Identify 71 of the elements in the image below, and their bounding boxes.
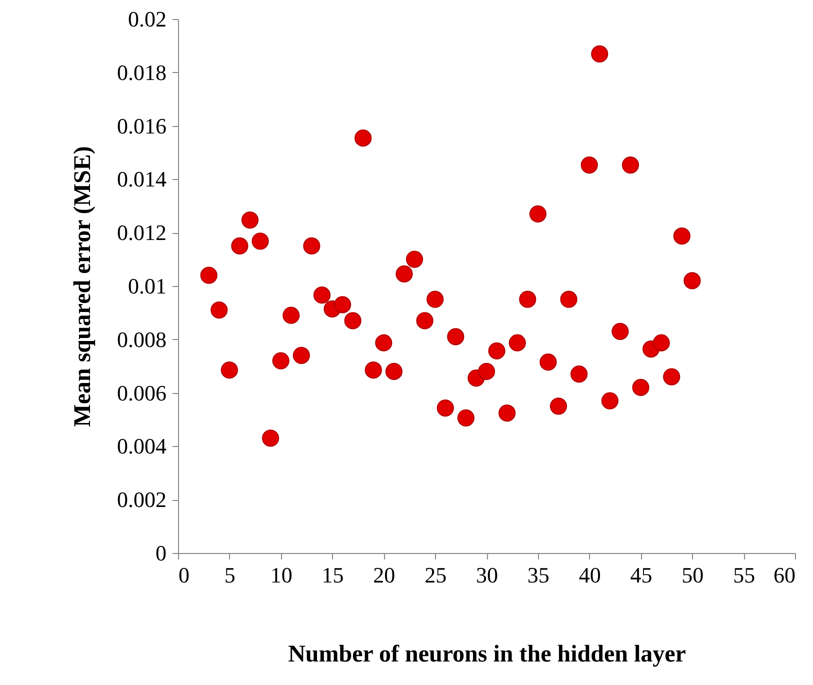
point (570, 366, 588, 383)
x-tick-label: 25 (424, 562, 447, 588)
point (540, 354, 557, 371)
y-tick-label: 0.018 (117, 60, 166, 85)
point (684, 272, 701, 290)
x-tick-label: 0 (178, 562, 190, 588)
x-axis-title: Number of neurons in the hidden layer (288, 642, 686, 668)
point (519, 290, 536, 308)
point (406, 250, 424, 268)
y-tick-label: 0.008 (117, 326, 166, 352)
point (375, 334, 392, 352)
y-tick-label: 0.014 (117, 166, 166, 192)
point (252, 232, 269, 250)
point (529, 205, 546, 222)
x-tick-label: 15 (322, 562, 344, 588)
point (550, 398, 568, 415)
point (241, 212, 259, 229)
y-tick-label: 0 (156, 540, 166, 566)
y-tick-label: 0.01 (128, 274, 166, 298)
point (591, 45, 608, 63)
x-tick-label: 60 (774, 562, 796, 588)
point (292, 346, 310, 364)
point (364, 362, 382, 379)
x-tick-label: 10 (270, 562, 292, 588)
point (663, 368, 680, 386)
point (457, 409, 474, 426)
point (478, 362, 496, 380)
point (231, 237, 248, 254)
point (272, 352, 290, 370)
point (560, 290, 578, 308)
point (498, 404, 516, 422)
point (580, 156, 598, 174)
x-tick-label: 35 (527, 562, 550, 588)
point (344, 312, 362, 330)
point (488, 342, 506, 360)
point (396, 265, 413, 283)
point (313, 286, 331, 304)
point (220, 362, 238, 379)
y-tick-label: 0.016 (117, 113, 166, 138)
point (508, 334, 526, 352)
point (601, 392, 618, 410)
point (436, 399, 454, 417)
y-tick-label: 0.002 (117, 487, 166, 512)
y-tick-label: 0.012 (117, 220, 166, 246)
point (612, 322, 629, 340)
point (673, 228, 690, 245)
point (632, 378, 650, 396)
y-tick-label: 0.006 (117, 380, 166, 406)
point (385, 362, 403, 380)
point (652, 334, 670, 352)
point (334, 296, 352, 314)
x-tick-label: 50 (682, 562, 704, 588)
point (354, 130, 372, 147)
y-tick-label: 0.02 (128, 6, 166, 32)
point (447, 328, 464, 346)
x-tick-label: 5 (224, 562, 236, 588)
x-tick-label: 40 (578, 562, 601, 588)
x-tick-label: 45 (630, 562, 652, 588)
y-tick-label: 0.004 (117, 434, 166, 459)
point (303, 237, 320, 254)
point (200, 266, 218, 284)
point (210, 301, 228, 319)
point (426, 290, 444, 308)
point (622, 156, 640, 174)
x-tick-label: 55 (733, 562, 756, 588)
point (416, 312, 434, 330)
point (262, 430, 280, 447)
y-axis-title: Mean squared error (MSE) (70, 146, 96, 427)
point (282, 306, 300, 324)
x-tick-label: 30 (476, 562, 498, 588)
x-tick-label: 20 (373, 562, 396, 588)
